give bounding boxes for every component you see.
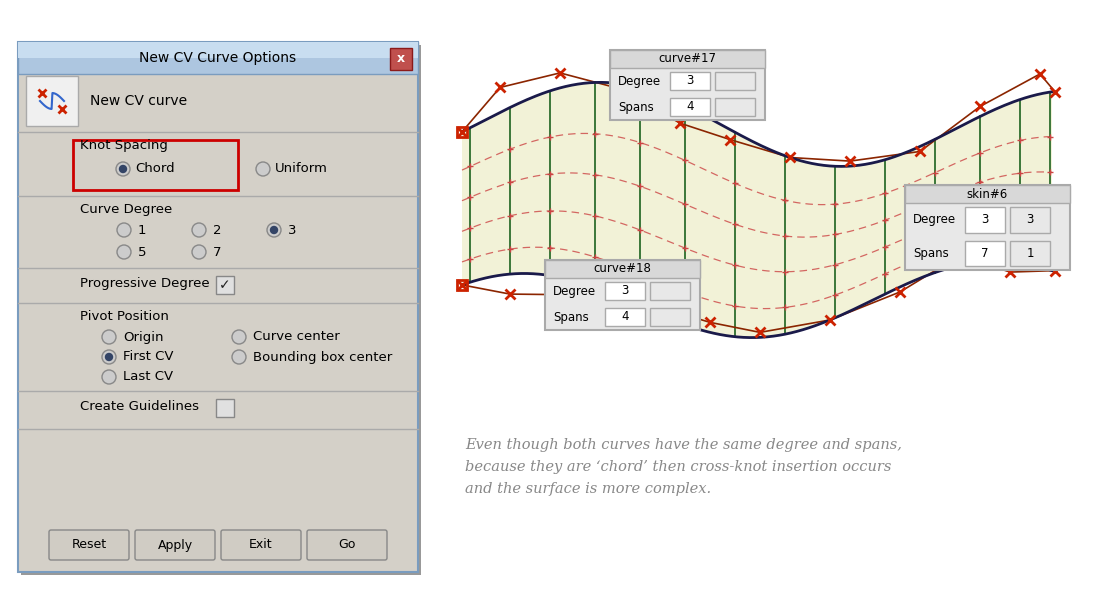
Text: x: x xyxy=(397,52,405,65)
Text: Degree: Degree xyxy=(618,74,661,88)
Text: First CV: First CV xyxy=(123,350,174,364)
Text: 3: 3 xyxy=(686,74,694,88)
FancyBboxPatch shape xyxy=(135,530,214,560)
Circle shape xyxy=(117,223,131,237)
Bar xyxy=(670,72,710,90)
Circle shape xyxy=(271,226,277,233)
Text: Spans: Spans xyxy=(913,247,948,260)
Text: 1: 1 xyxy=(1026,247,1034,260)
Bar xyxy=(216,276,234,294)
Text: curve#18: curve#18 xyxy=(594,263,651,275)
Text: and the surface is more complex.: and the surface is more complex. xyxy=(465,482,711,496)
Circle shape xyxy=(102,330,116,344)
Bar xyxy=(73,140,238,190)
Text: Spans: Spans xyxy=(553,311,588,323)
Circle shape xyxy=(102,370,116,384)
Text: Last CV: Last CV xyxy=(123,370,173,383)
Text: Chord: Chord xyxy=(135,163,175,175)
Text: Reset: Reset xyxy=(72,539,107,551)
Bar xyxy=(965,207,1005,232)
FancyBboxPatch shape xyxy=(21,45,421,575)
Text: skin#6: skin#6 xyxy=(967,187,1008,200)
Text: 4: 4 xyxy=(621,311,629,323)
Text: Pivot Position: Pivot Position xyxy=(80,311,169,323)
Circle shape xyxy=(267,223,280,237)
Bar xyxy=(650,308,690,326)
Circle shape xyxy=(120,166,127,173)
Text: because they are ‘chord’ then cross-knot insertion occurs: because they are ‘chord’ then cross-knot… xyxy=(465,460,891,474)
Text: 3: 3 xyxy=(288,223,297,236)
Bar xyxy=(905,185,1070,203)
Text: Exit: Exit xyxy=(250,539,273,551)
Bar xyxy=(216,399,234,417)
Text: New CV curve: New CV curve xyxy=(90,94,187,108)
Text: Create Guidelines: Create Guidelines xyxy=(80,401,199,413)
Text: 7: 7 xyxy=(213,245,221,259)
Circle shape xyxy=(102,350,116,364)
FancyBboxPatch shape xyxy=(221,530,301,560)
Text: 7: 7 xyxy=(981,247,989,260)
Text: Progressive Degree: Progressive Degree xyxy=(80,277,210,290)
Text: Bounding box center: Bounding box center xyxy=(253,350,393,364)
Bar xyxy=(905,185,1070,270)
Bar xyxy=(670,98,710,116)
Bar xyxy=(605,308,645,326)
Bar xyxy=(1010,207,1050,232)
Bar xyxy=(1010,241,1050,266)
Bar xyxy=(610,50,764,68)
Text: 3: 3 xyxy=(981,213,989,226)
Bar xyxy=(650,282,690,300)
Text: Spans: Spans xyxy=(618,100,653,113)
Text: 4: 4 xyxy=(686,100,694,113)
Bar xyxy=(18,42,418,58)
Circle shape xyxy=(256,162,270,176)
Text: Even though both curves have the same degree and spans,: Even though both curves have the same de… xyxy=(465,438,902,452)
Text: Go: Go xyxy=(339,539,355,551)
Circle shape xyxy=(232,330,246,344)
Bar xyxy=(715,72,755,90)
Text: Curve center: Curve center xyxy=(253,331,340,343)
Text: 1: 1 xyxy=(138,223,146,236)
Bar xyxy=(715,98,755,116)
Bar xyxy=(544,260,700,278)
Text: Curve Degree: Curve Degree xyxy=(80,203,173,217)
PathPatch shape xyxy=(462,82,1052,338)
Circle shape xyxy=(116,162,130,176)
Circle shape xyxy=(232,350,246,364)
Text: 3: 3 xyxy=(1026,213,1034,226)
Bar xyxy=(605,282,645,300)
Text: Knot Spacing: Knot Spacing xyxy=(80,139,168,152)
Text: 2: 2 xyxy=(213,223,221,236)
Bar xyxy=(18,42,418,74)
Text: Degree: Degree xyxy=(553,284,596,298)
Circle shape xyxy=(106,353,112,361)
Bar xyxy=(390,48,412,70)
Text: New CV Curve Options: New CV Curve Options xyxy=(140,51,297,65)
Text: 5: 5 xyxy=(138,245,146,259)
Text: ✓: ✓ xyxy=(219,278,231,292)
Text: 3: 3 xyxy=(621,284,629,298)
FancyBboxPatch shape xyxy=(18,42,418,572)
Circle shape xyxy=(192,223,206,237)
Circle shape xyxy=(117,245,131,259)
Bar xyxy=(544,260,700,330)
Bar xyxy=(610,50,764,120)
Text: Apply: Apply xyxy=(157,539,192,551)
Bar xyxy=(965,241,1005,266)
Bar xyxy=(26,76,78,126)
FancyBboxPatch shape xyxy=(307,530,387,560)
Text: Origin: Origin xyxy=(123,331,164,343)
Text: curve#17: curve#17 xyxy=(659,52,716,65)
Circle shape xyxy=(192,245,206,259)
Text: Degree: Degree xyxy=(913,213,956,226)
FancyBboxPatch shape xyxy=(50,530,129,560)
Text: Uniform: Uniform xyxy=(275,163,328,175)
